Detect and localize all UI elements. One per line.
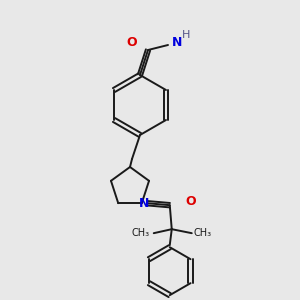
Text: CH₃: CH₃ [132, 228, 150, 238]
Text: O: O [186, 195, 196, 208]
Text: CH₃: CH₃ [194, 228, 212, 238]
Text: H: H [182, 30, 190, 40]
Text: N: N [139, 197, 149, 210]
Text: O: O [127, 35, 137, 49]
Text: N: N [172, 37, 182, 50]
